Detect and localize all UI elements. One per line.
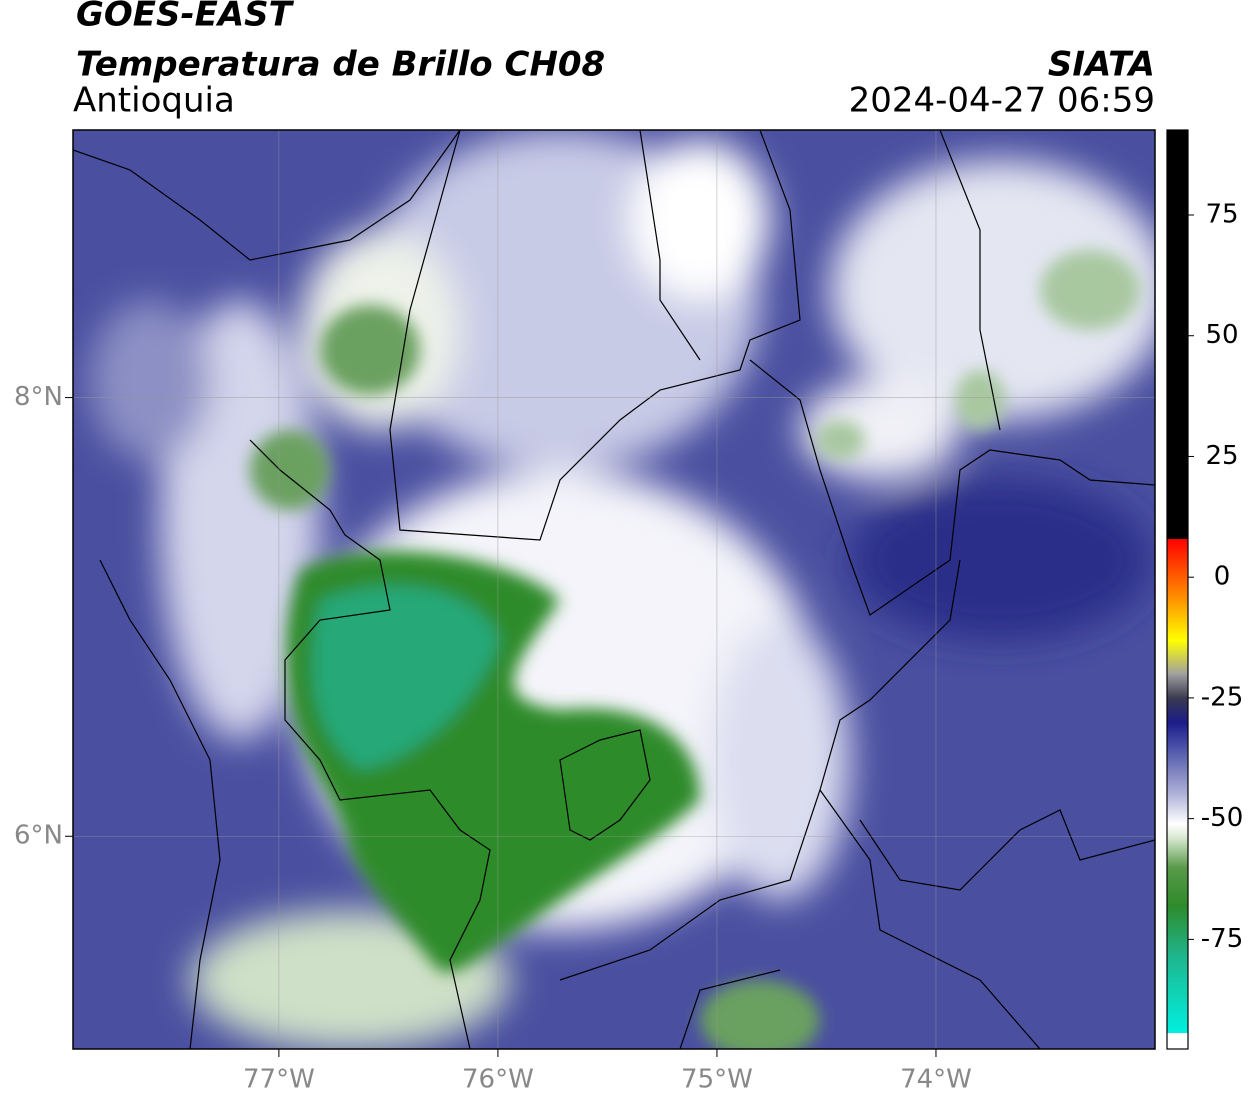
colorbar-segment [1167, 837, 1188, 868]
x-tick-label: 74°W [900, 1065, 972, 1095]
timestamp: 2024-04-27 06:59 [849, 81, 1155, 121]
colorbar-segment [1167, 794, 1188, 824]
colorbar-tick-label: 75 [1205, 199, 1238, 229]
colorbar-frame [1166, 129, 1189, 1050]
colorbar: 75 50 25 0 -25 -50 -75 [1167, 130, 1243, 1050]
y-tick-label: 6°N [14, 821, 63, 851]
colorbar-tick-label: -25 [1201, 682, 1243, 712]
axes: 77°W 76°W 75°W 74°W 6°N 8°N [14, 130, 1155, 1095]
colorbar-segment [1167, 538, 1188, 602]
imagery [73, 130, 1155, 1049]
x-tick-label: 77°W [243, 1065, 315, 1095]
colorbar-segment [1167, 673, 1188, 699]
x-tick-label: 75°W [681, 1065, 753, 1095]
colorbar-tick-label: -75 [1201, 924, 1243, 954]
subtitle: Temperatura de Brillo CH08 [76, 45, 605, 85]
colorbar-segment [1167, 823, 1188, 839]
colorbar-segment [1167, 905, 1188, 955]
x-tick-label: 76°W [462, 1065, 534, 1095]
colorbar-segment [1167, 1032, 1188, 1050]
colorbar-tick-label: 50 [1205, 320, 1238, 350]
colorbar-segment [1167, 130, 1188, 540]
colorbar-tick-label: -50 [1201, 803, 1243, 833]
source: SIATA [1048, 45, 1155, 85]
region: Antioquia [73, 81, 235, 121]
colorbar-tick-label: 0 [1214, 562, 1231, 592]
colorbar-segment [1167, 866, 1188, 907]
colorbar-segment [1167, 746, 1188, 796]
colorbar-segment [1167, 601, 1188, 641]
colorbar-segment [1167, 722, 1188, 747]
map-frame [72, 129, 1156, 1050]
title: GOES-EAST [76, 0, 295, 35]
colorbar-segment [1167, 697, 1188, 723]
y-tick-label: 8°N [14, 382, 63, 412]
colorbar-segment [1167, 953, 1188, 1034]
colorbar-segment [1167, 639, 1188, 675]
colorbar-tick-label: 25 [1205, 441, 1238, 471]
